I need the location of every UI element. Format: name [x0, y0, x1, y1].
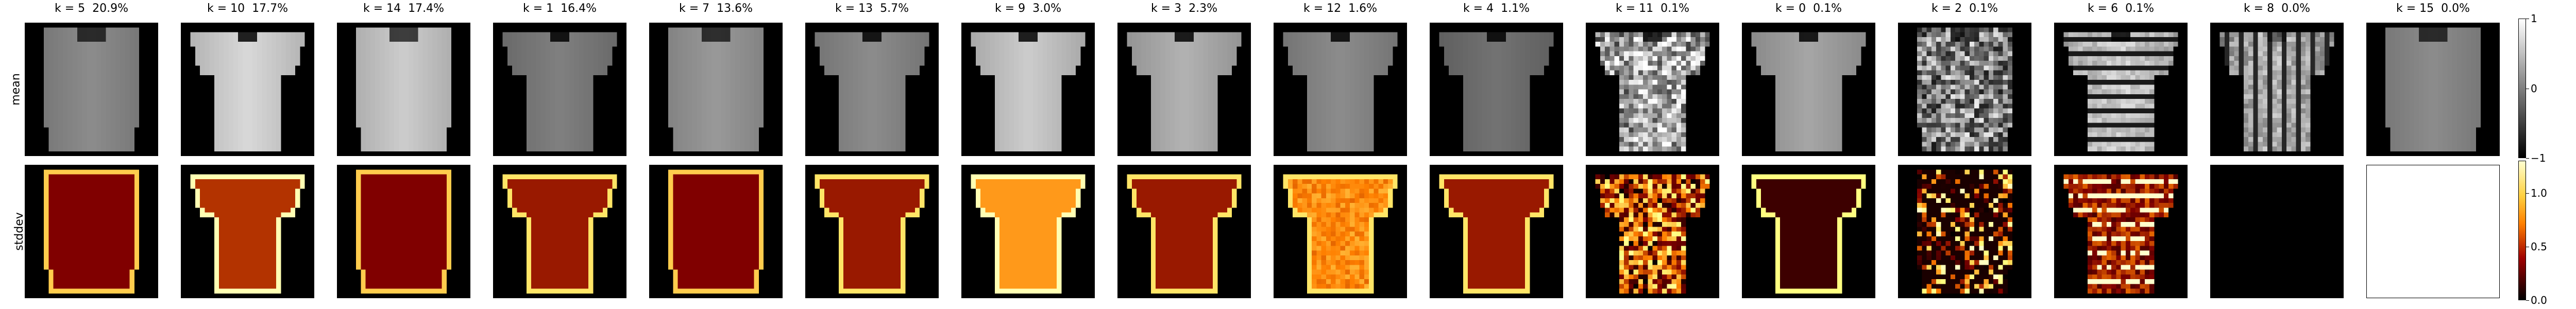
- colorbar-tick: [2526, 300, 2529, 301]
- stddev-image: [649, 165, 783, 298]
- cluster-title: k = 12 1.6%: [1284, 2, 1397, 15]
- row-label-text: stddev: [12, 212, 26, 251]
- cluster-share: 17.4%: [408, 2, 445, 15]
- colorbar-tick: [2526, 193, 2529, 194]
- cluster-title: k = 10 17.7%: [191, 2, 304, 15]
- cluster-share: 5.7%: [880, 2, 909, 15]
- cluster-k: k = 13: [835, 2, 873, 15]
- cluster-title: k = 9 3.0%: [972, 2, 1085, 15]
- mean-image: [337, 23, 470, 156]
- row-label-stddev: stddev: [0, 212, 26, 251]
- cluster-share: 16.4%: [561, 2, 597, 15]
- cluster-k: k = 7: [679, 2, 710, 15]
- cluster-title: k = 8 0.0%: [2221, 2, 2334, 15]
- mean-image: [1898, 23, 2031, 156]
- cluster-k: k = 4: [1463, 2, 1494, 15]
- cluster-title: k = 4 1.1%: [1440, 2, 1553, 15]
- stddev-image: [1742, 165, 1875, 298]
- cluster-share: 17.7%: [252, 2, 289, 15]
- stddev-image: [1274, 165, 1407, 298]
- stddev-image: [1117, 165, 1251, 298]
- row-label-text: mean: [9, 73, 23, 106]
- stddev-image: [2210, 165, 2344, 298]
- stddev-colorbar: [2518, 161, 2526, 300]
- cluster-title: k = 6 0.1%: [2064, 2, 2178, 15]
- cluster-k: k = 9: [994, 2, 1026, 15]
- colorbar-tick-label: 1.0: [2531, 186, 2547, 199]
- colorbar-tick-label: −1: [2531, 152, 2546, 164]
- cluster-k: k = 3: [1150, 2, 1182, 15]
- stddev-image: [1586, 165, 1719, 298]
- mean-image: [649, 23, 783, 156]
- cluster-share: 0.0%: [2281, 2, 2311, 15]
- mean-image: [2366, 23, 2500, 156]
- stddev-image: [961, 165, 1095, 298]
- cluster-title: k = 1 16.4%: [503, 2, 617, 15]
- cluster-title: k = 14 17.4%: [347, 2, 461, 15]
- cluster-share: 3.0%: [1032, 2, 1062, 15]
- mean-image: [1117, 23, 1251, 156]
- cluster-k: k = 11: [1615, 2, 1654, 15]
- cluster-title: k = 5 20.9%: [35, 2, 148, 15]
- mean-image: [25, 23, 158, 156]
- cluster-k: k = 14: [363, 2, 401, 15]
- stddev-image: [805, 165, 939, 298]
- colorbar-tick-label: 0.0: [2531, 294, 2547, 306]
- cluster-share: 0.1%: [2125, 2, 2155, 15]
- mean-image: [1430, 23, 1563, 156]
- mean-image: [2054, 23, 2188, 156]
- cluster-title: k = 0 0.1%: [1752, 2, 1866, 15]
- colorbar-tick-label: 0: [2531, 82, 2537, 95]
- cluster-k: k = 12: [1303, 2, 1342, 15]
- stddev-image: [2054, 165, 2188, 298]
- cluster-share: 2.3%: [1189, 2, 1218, 15]
- mean-image: [961, 23, 1095, 156]
- cluster-k: k = 6: [2087, 2, 2119, 15]
- cluster-title: k = 11 0.1%: [1596, 2, 1709, 15]
- cluster-share: 1.1%: [1501, 2, 1530, 15]
- stddev-image: [337, 165, 470, 298]
- mean-image: [1274, 23, 1407, 156]
- stddev-image: [181, 165, 314, 298]
- cluster-k: k = 5: [54, 2, 86, 15]
- colorbar-tick-label: 1: [2531, 12, 2537, 25]
- colorbar-tick: [2526, 158, 2529, 159]
- cluster-k: k = 15: [2396, 2, 2434, 15]
- stddev-image: [1430, 165, 1563, 298]
- mean-image: [805, 23, 939, 156]
- cluster-k: k = 0: [1775, 2, 1806, 15]
- mean-image: [493, 23, 626, 156]
- cluster-share: 1.6%: [1348, 2, 1378, 15]
- colorbar-tick-label: 0.5: [2531, 240, 2547, 253]
- cluster-title: k = 7 13.6%: [659, 2, 773, 15]
- cluster-title: k = 13 5.7%: [816, 2, 929, 15]
- stddev-image: [493, 165, 626, 298]
- cluster-k: k = 1: [522, 2, 554, 15]
- mean-image: [1742, 23, 1875, 156]
- cluster-k: k = 8: [2243, 2, 2275, 15]
- cluster-share: 0.1%: [1969, 2, 1998, 15]
- mean-image: [1586, 23, 1719, 156]
- cluster-title: k = 2 0.1%: [1908, 2, 2022, 15]
- row-label-mean: mean: [0, 73, 23, 105]
- stddev-image: [1898, 165, 2031, 298]
- cluster-share: 0.0%: [2441, 2, 2470, 15]
- stddev-image: [25, 165, 158, 298]
- mean-image: [2210, 23, 2344, 156]
- mean-colorbar: [2518, 19, 2526, 158]
- cluster-title: k = 15 0.0%: [2377, 2, 2490, 15]
- cluster-k: k = 2: [1931, 2, 1962, 15]
- stddev-image: [2366, 165, 2500, 298]
- cluster-share: 13.6%: [717, 2, 753, 15]
- cluster-title: k = 3 2.3%: [1128, 2, 1241, 15]
- mean-image: [181, 23, 314, 156]
- cluster-share: 20.9%: [92, 2, 129, 15]
- cluster-share: 0.1%: [1813, 2, 1842, 15]
- cluster-share: 0.1%: [1660, 2, 1690, 15]
- cluster-k: k = 10: [207, 2, 245, 15]
